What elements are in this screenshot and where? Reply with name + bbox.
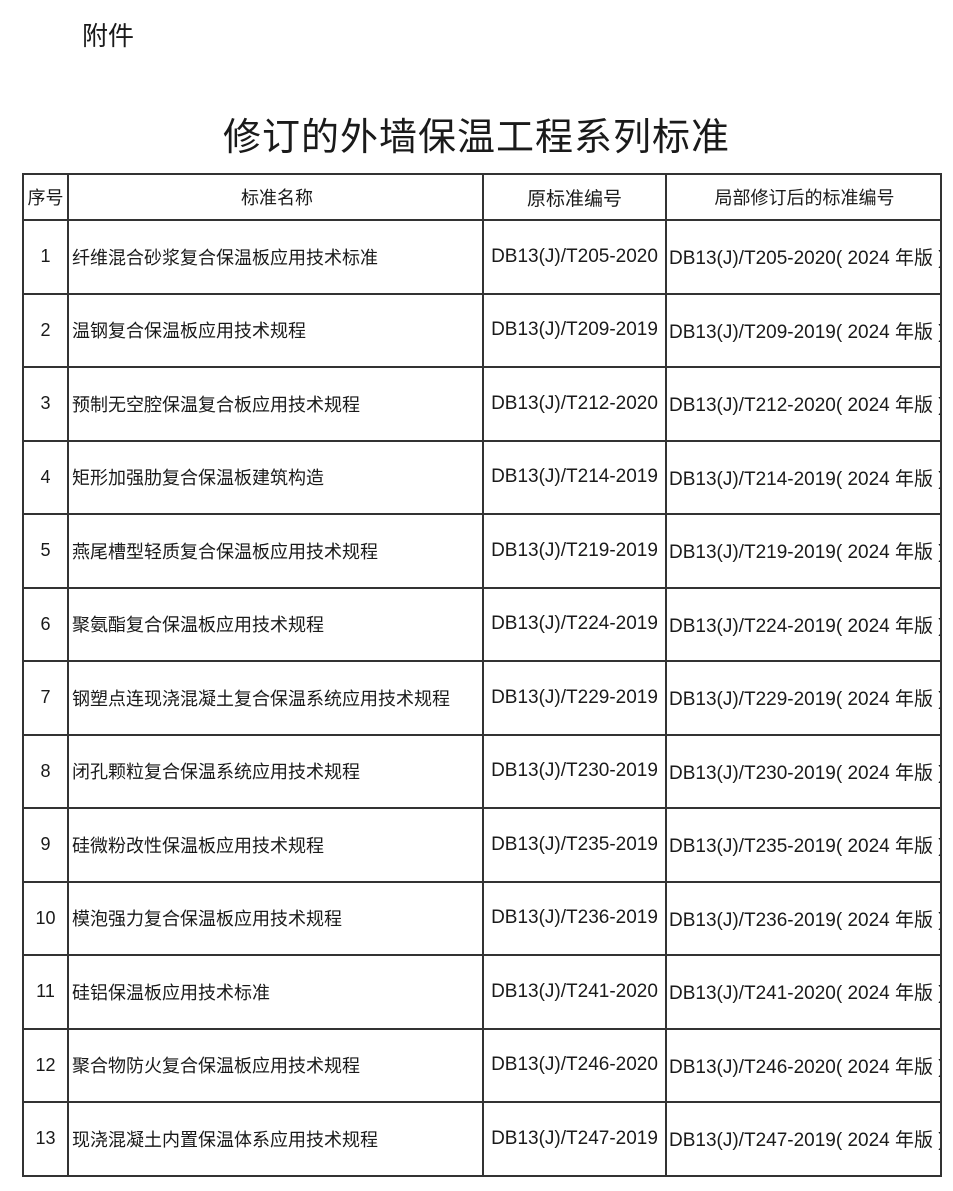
row-original-code: DB13(J)/T230-2019: [482, 733, 667, 809]
table-row: 12 聚合物防火复合保温板应用技术规程 DB13(J)/T246-2020 DB13(…: [22, 1027, 942, 1103]
row-original-code: DB13(J)/T214-2019: [482, 439, 667, 515]
row-name: 硅微粉改性保温板应用技术规程: [67, 807, 484, 883]
row-revised-code: DB13(J)/T219-2019( 2024 年版 ): [665, 513, 942, 589]
row-original-code: DB13(J)/T219-2019: [482, 513, 667, 589]
row-revised-code: DB13(J)/T247-2019( 2024 年版 ): [665, 1101, 942, 1177]
table-row: 5 燕尾槽型轻质复合保温板应用技术规程 DB13(J)/T219-2019 DB13(…: [22, 513, 942, 589]
row-name: 聚合物防火复合保温板应用技术规程: [67, 1027, 484, 1103]
row-no: 12: [22, 1027, 69, 1103]
row-name: 预制无空腔保温复合板应用技术规程: [67, 366, 484, 442]
row-name: 纤维混合砂浆复合保温板应用技术标准: [67, 219, 484, 295]
row-no: 2: [22, 292, 69, 368]
row-no: 10: [22, 880, 69, 956]
table-row: 9 硅微粉改性保温板应用技术规程 DB13(J)/T235-2019 DB13(J)/…: [22, 807, 942, 883]
row-original-code: DB13(J)/T209-2019: [482, 292, 667, 368]
row-original-code: DB13(J)/T224-2019: [482, 586, 667, 662]
row-name: 温钢复合保温板应用技术规程: [67, 292, 484, 368]
row-original-code: DB13(J)/T241-2020: [482, 954, 667, 1030]
attachment-label: 附件: [82, 21, 135, 51]
row-name: 燕尾槽型轻质复合保温板应用技术规程: [67, 513, 484, 589]
table-row: 1 纤维混合砂浆复合保温板应用技术标准 DB13(J)/T205-2020 DB13(…: [22, 219, 942, 295]
standards-table: 序号 标准名称 原标准编号 局部修订后的标准编号 1 纤维混合砂浆复合保温板应用技…: [22, 173, 942, 1177]
table-row: 4 矩形加强肋复合保温板建筑构造 DB13(J)/T214-2019 DB13(J)/…: [22, 439, 942, 515]
row-revised-code: DB13(J)/T241-2020( 2024 年版 ): [665, 954, 942, 1030]
row-original-code: DB13(J)/T212-2020: [482, 366, 667, 442]
row-name: 模泡强力复合保温板应用技术规程: [67, 880, 484, 956]
header-name: 标准名称: [67, 173, 484, 221]
row-revised-code: DB13(J)/T229-2019( 2024 年版 ): [665, 660, 942, 736]
row-name: 现浇混凝土内置保温体系应用技术规程: [67, 1101, 484, 1177]
table-row: 6 聚氨酯复合保温板应用技术规程 DB13(J)/T224-2019 DB13(J)/…: [22, 586, 942, 662]
row-name: 聚氨酯复合保温板应用技术规程: [67, 586, 484, 662]
table-row: 10 模泡强力复合保温板应用技术规程 DB13(J)/T236-2019 DB13(J…: [22, 880, 942, 956]
row-revised-code: DB13(J)/T214-2019( 2024 年版 ): [665, 439, 942, 515]
table-row: 11 硅铝保温板应用技术标准 DB13(J)/T241-2020 DB13(J)/T2…: [22, 954, 942, 1030]
row-original-code: DB13(J)/T247-2019: [482, 1101, 667, 1177]
row-no: 9: [22, 807, 69, 883]
row-revised-code: DB13(J)/T236-2019( 2024 年版 ): [665, 880, 942, 956]
row-name: 硅铝保温板应用技术标准: [67, 954, 484, 1030]
row-no: 3: [22, 366, 69, 442]
header-no: 序号: [22, 173, 69, 221]
row-revised-code: DB13(J)/T246-2020( 2024 年版 ): [665, 1027, 942, 1103]
table-row: 13 现浇混凝土内置保温体系应用技术规程 DB13(J)/T247-2019 DB13…: [22, 1101, 942, 1177]
row-no: 7: [22, 660, 69, 736]
table-row: 3 预制无空腔保温复合板应用技术规程 DB13(J)/T212-2020 DB13(J…: [22, 366, 942, 442]
table-header-row: 序号 标准名称 原标准编号 局部修订后的标准编号: [22, 173, 942, 221]
row-revised-code: DB13(J)/T235-2019( 2024 年版 ): [665, 807, 942, 883]
row-name: 闭孔颗粒复合保温系统应用技术规程: [67, 733, 484, 809]
row-name: 钢塑点连现浇混凝土复合保温系统应用技术规程: [67, 660, 484, 736]
row-original-code: DB13(J)/T205-2020: [482, 219, 667, 295]
row-original-code: DB13(J)/T229-2019: [482, 660, 667, 736]
row-revised-code: DB13(J)/T212-2020( 2024 年版 ): [665, 366, 942, 442]
header-original: 原标准编号: [482, 173, 667, 221]
table-row: 2 温钢复合保温板应用技术规程 DB13(J)/T209-2019 DB13(J)/T…: [22, 292, 942, 368]
row-original-code: DB13(J)/T235-2019: [482, 807, 667, 883]
row-original-code: DB13(J)/T246-2020: [482, 1027, 667, 1103]
table-row: 8 闭孔颗粒复合保温系统应用技术规程 DB13(J)/T230-2019 DB13(J…: [22, 733, 942, 809]
row-no: 4: [22, 439, 69, 515]
header-revised: 局部修订后的标准编号: [665, 173, 942, 221]
document-title: 修订的外墙保温工程系列标准: [222, 117, 730, 159]
row-no: 11: [22, 954, 69, 1030]
row-no: 1: [22, 219, 69, 295]
row-revised-code: DB13(J)/T224-2019( 2024 年版 ): [665, 586, 942, 662]
row-no: 6: [22, 586, 69, 662]
row-revised-code: DB13(J)/T205-2020( 2024 年版 ): [665, 219, 942, 295]
row-name: 矩形加强肋复合保温板建筑构造: [67, 439, 484, 515]
row-no: 13: [22, 1101, 69, 1177]
row-revised-code: DB13(J)/T230-2019( 2024 年版 ): [665, 733, 942, 809]
table-row: 7 钢塑点连现浇混凝土复合保温系统应用技术规程 DB13(J)/T229-2019 D…: [22, 660, 942, 736]
row-no: 5: [22, 513, 69, 589]
row-original-code: DB13(J)/T236-2019: [482, 880, 667, 956]
row-no: 8: [22, 733, 69, 809]
row-revised-code: DB13(J)/T209-2019( 2024 年版 ): [665, 292, 942, 368]
